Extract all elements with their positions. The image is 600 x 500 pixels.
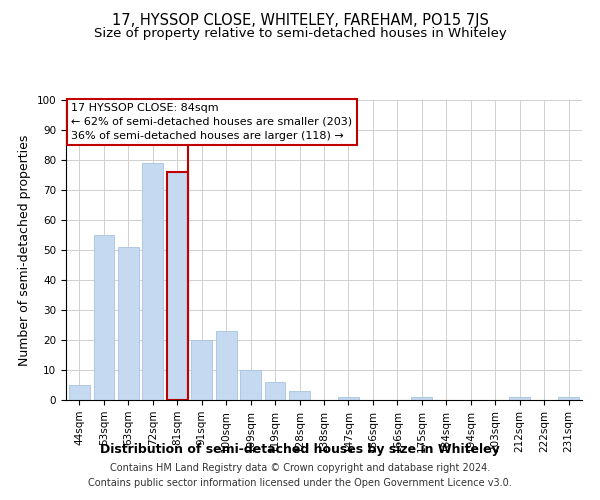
Bar — [191, 340, 212, 400]
Bar — [338, 397, 359, 400]
Text: 17 HYSSOP CLOSE: 84sqm
← 62% of semi-detached houses are smaller (203)
36% of se: 17 HYSSOP CLOSE: 84sqm ← 62% of semi-det… — [71, 103, 352, 141]
Bar — [142, 163, 163, 400]
Bar — [558, 397, 579, 400]
Bar — [509, 397, 530, 400]
Text: Size of property relative to semi-detached houses in Whiteley: Size of property relative to semi-detach… — [94, 28, 506, 40]
Text: Contains HM Land Registry data © Crown copyright and database right 2024.
Contai: Contains HM Land Registry data © Crown c… — [88, 462, 512, 487]
Y-axis label: Number of semi-detached properties: Number of semi-detached properties — [18, 134, 31, 366]
Text: Distribution of semi-detached houses by size in Whiteley: Distribution of semi-detached houses by … — [100, 442, 500, 456]
Bar — [216, 331, 236, 400]
Bar — [265, 382, 286, 400]
Bar — [94, 235, 114, 400]
Bar — [118, 247, 139, 400]
Bar — [69, 385, 90, 400]
Bar — [289, 391, 310, 400]
Text: 17, HYSSOP CLOSE, WHITELEY, FAREHAM, PO15 7JS: 17, HYSSOP CLOSE, WHITELEY, FAREHAM, PO1… — [112, 12, 488, 28]
Bar — [167, 172, 188, 400]
Bar — [240, 370, 261, 400]
Bar — [412, 397, 432, 400]
